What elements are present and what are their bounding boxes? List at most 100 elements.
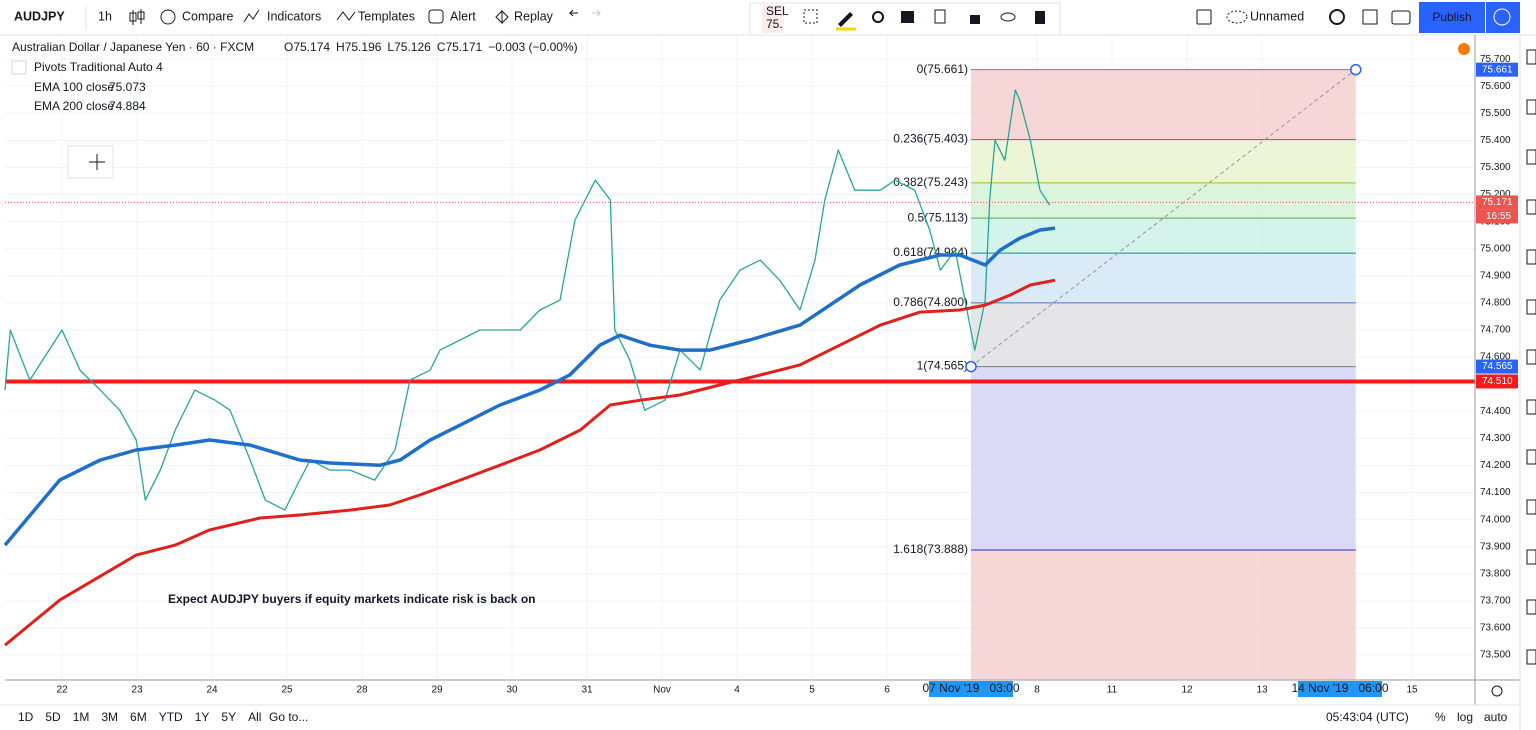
side-icon[interactable] xyxy=(1526,499,1536,515)
cloud-icon[interactable] xyxy=(1226,10,1248,24)
hide-icon[interactable] xyxy=(1000,12,1016,22)
x-tick-label: 29 xyxy=(431,685,443,696)
y-tick-label: 74.800 xyxy=(1480,298,1511,309)
y-tick-label: 73.500 xyxy=(1480,650,1511,661)
goto[interactable]: Go to... xyxy=(269,710,308,724)
chart-title: Australian Dollar / Japanese Yen · 60 · … xyxy=(12,40,254,54)
percent-toggle[interactable]: % xyxy=(1435,710,1446,724)
stream-icon[interactable] xyxy=(1493,8,1511,26)
publish-button[interactable] xyxy=(1419,2,1485,33)
lock-icon[interactable] xyxy=(970,15,980,24)
sell-button[interactable] xyxy=(762,5,784,33)
symbol[interactable]: AUDJPY xyxy=(14,9,65,23)
trend-handle[interactable] xyxy=(965,360,977,373)
side-icon[interactable] xyxy=(1526,399,1536,415)
range-button[interactable]: 1D xyxy=(18,710,34,724)
fib-zone xyxy=(971,302,1356,367)
legend-entry[interactable]: EMA 100 close xyxy=(34,80,114,94)
select-icon[interactable] xyxy=(803,9,818,24)
side-icon[interactable] xyxy=(1526,199,1536,215)
range-button[interactable]: All xyxy=(248,710,261,724)
templates-icon[interactable] xyxy=(336,11,356,21)
x-tick-label: 28 xyxy=(356,685,368,696)
indicator-name[interactable]: Pivots Traditional Auto 4 xyxy=(34,60,163,74)
range-button[interactable]: YTD xyxy=(159,710,183,724)
auto-toggle[interactable]: auto xyxy=(1484,710,1508,724)
fib-zone xyxy=(971,253,1356,303)
range-button[interactable]: 1M xyxy=(73,710,90,724)
series-line xyxy=(4,278,1056,647)
y-tick-label: 73.800 xyxy=(1480,568,1511,579)
y-tick-label: 75.400 xyxy=(1480,135,1511,146)
side-icon[interactable] xyxy=(1526,649,1536,665)
x-tick-label: 24 xyxy=(206,685,218,696)
indicators-icon[interactable] xyxy=(243,9,260,23)
axis-settings[interactable] xyxy=(1491,685,1503,697)
side-icon[interactable] xyxy=(1526,249,1536,265)
countdown-label: 16:55 xyxy=(1486,211,1511,222)
redo[interactable] xyxy=(592,9,602,17)
y-tick-label: 75.600 xyxy=(1480,81,1511,92)
delete-icon[interactable] xyxy=(1035,11,1045,24)
settings[interactable] xyxy=(1329,9,1345,25)
compare[interactable]: Compare xyxy=(182,9,233,23)
settings-icon[interactable] xyxy=(872,11,884,23)
price-tag xyxy=(1476,374,1518,389)
range-button[interactable]: 5Y xyxy=(221,710,236,724)
annotation: Expect AUDJPY buyers if equity markets i… xyxy=(168,592,535,606)
x-tick-label: 30 xyxy=(506,685,518,696)
side-icon[interactable] xyxy=(1526,49,1536,65)
side-icon[interactable] xyxy=(1526,449,1536,465)
undo[interactable] xyxy=(568,9,578,17)
ohlc-value: −0.003 (−0.00%) xyxy=(488,40,577,54)
range-button[interactable]: 6M xyxy=(130,710,147,724)
x-marker-label: 14 Nov '19 06:00 xyxy=(1291,681,1388,695)
fib-zone xyxy=(971,549,1356,680)
warning-icon[interactable] xyxy=(1458,43,1470,55)
alert-icon[interactable] xyxy=(428,9,444,24)
series-line xyxy=(4,89,1051,511)
fib-zone xyxy=(971,218,1356,254)
range-button[interactable]: 1Y xyxy=(195,710,210,724)
pen-icon[interactable] xyxy=(838,12,853,27)
collapse-button[interactable] xyxy=(11,60,27,75)
chart-style-icon[interactable] xyxy=(129,9,145,25)
log-toggle[interactable]: log xyxy=(1457,710,1473,724)
compare-icon[interactable] xyxy=(160,9,176,25)
alert[interactable]: Alert xyxy=(450,9,476,23)
interval[interactable]: 1h xyxy=(98,9,112,23)
publish[interactable]: Publish xyxy=(1432,10,1471,24)
side-icon[interactable] xyxy=(1526,599,1536,615)
visibility-icon[interactable] xyxy=(901,11,914,23)
side-icon[interactable] xyxy=(1526,99,1536,115)
price-tag xyxy=(1476,62,1518,77)
y-tick-label: 75.500 xyxy=(1480,108,1511,119)
y-tick-label: 75.300 xyxy=(1480,162,1511,173)
trend-handle[interactable] xyxy=(1350,63,1362,76)
side-icon[interactable] xyxy=(1526,149,1536,165)
fullscreen[interactable] xyxy=(1362,9,1378,25)
y-tick-label: 75.700 xyxy=(1480,54,1511,65)
range-button[interactable]: 5D xyxy=(45,710,61,724)
replay[interactable]: Replay xyxy=(514,9,554,23)
x-tick-label: 6 xyxy=(884,685,890,696)
legend-entry[interactable]: EMA 200 close xyxy=(34,99,114,113)
indicators[interactable]: Indicators xyxy=(267,9,321,23)
templates[interactable]: Templates xyxy=(358,9,415,23)
replay-icon[interactable] xyxy=(495,9,509,25)
layout-name[interactable]: Unnamed xyxy=(1250,9,1304,23)
snapshot[interactable] xyxy=(1391,10,1411,25)
side-icon[interactable] xyxy=(1526,299,1536,315)
y-tick-label: 74.100 xyxy=(1480,487,1511,498)
y-tick-label: 74.700 xyxy=(1480,325,1511,336)
series-line xyxy=(3,226,1056,547)
stream-button[interactable] xyxy=(1486,2,1520,33)
sell-label[interactable]: SEL xyxy=(766,4,789,18)
side-icon[interactable] xyxy=(1526,349,1536,365)
trend-line xyxy=(970,69,1357,367)
fullscreen-toggle[interactable] xyxy=(1196,9,1212,25)
range-button[interactable]: 3M xyxy=(101,710,118,724)
clone-icon[interactable] xyxy=(934,9,946,24)
side-icon[interactable] xyxy=(1526,549,1536,565)
sell-price[interactable]: 75. xyxy=(766,17,783,31)
